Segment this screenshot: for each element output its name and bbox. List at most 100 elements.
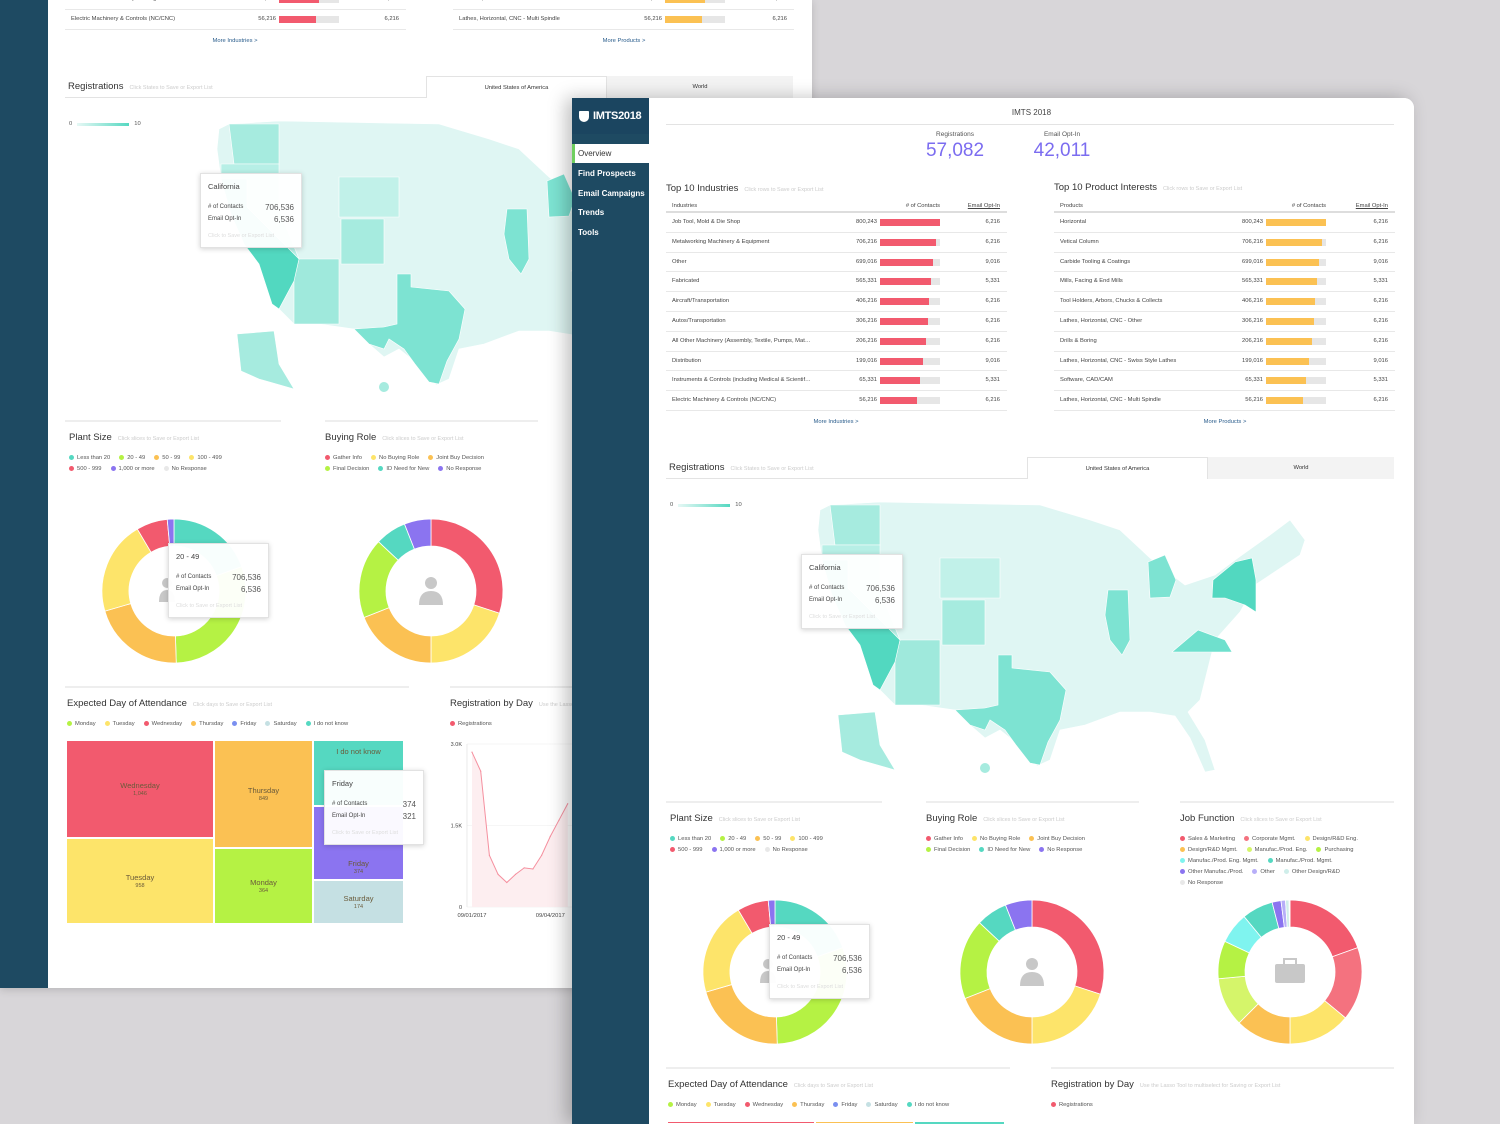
state-illinois[interactable] [1104, 589, 1131, 656]
data-point[interactable] [514, 873, 517, 875]
tooltip-action[interactable]: Click to Save or Export List [176, 603, 243, 609]
legend-item[interactable]: 100 - 499 [189, 453, 222, 464]
legend-item[interactable]: Tuesday [705, 1100, 736, 1111]
table-row[interactable]: Metalworking Machinery & Equipment 706,2… [666, 233, 1007, 253]
nav-trends[interactable]: Trends [578, 208, 605, 217]
treemap-cell[interactable]: Wednesday 1,046 [66, 740, 214, 838]
state-hawaii[interactable] [980, 763, 990, 773]
table-row[interactable]: Mills, Facing & End Mills 565,331 5,331 [1054, 272, 1395, 293]
legend-item[interactable]: Wednesday [744, 1100, 783, 1111]
table-row[interactable]: Tool Holders, Arbors, Chucks & Collects … [1054, 292, 1395, 312]
more-products-link[interactable]: More Products > [1203, 419, 1247, 425]
legend-item[interactable]: 1,000 or more [711, 845, 756, 856]
table-row[interactable]: Aircraft/Transportation 406,216 6,216 [666, 292, 1007, 312]
job-function-donut[interactable] [1217, 899, 1363, 1045]
table-row[interactable]: Job Tool, Mold & Die Shop 800,243 6,216 [666, 213, 1007, 233]
legend-item[interactable]: Joint Buy Decision [428, 453, 484, 464]
table-row[interactable]: Instruments & Controls (including Medica… [666, 371, 1007, 392]
legend-item[interactable]: 1,000 or more [110, 464, 155, 475]
table-row[interactable]: Drills & Boring 206,216 6,216 [1054, 332, 1395, 352]
data-point[interactable] [480, 770, 482, 772]
data-point[interactable] [532, 868, 534, 870]
more-industries-link[interactable]: More Industries > [212, 38, 258, 44]
state-arizona[interactable] [293, 258, 340, 325]
donut-slice[interactable] [1288, 899, 1291, 928]
tab-world[interactable]: World [607, 76, 793, 98]
state-wyoming[interactable] [939, 557, 1001, 599]
legend-item[interactable]: Manufac./Prod. Eng. Mgmt. [1180, 856, 1259, 867]
legend-item[interactable]: Less than 20 [69, 453, 110, 464]
state-colorado[interactable] [340, 218, 385, 265]
data-point[interactable] [523, 867, 525, 869]
legend-item[interactable]: No Response [438, 464, 481, 475]
legend-item[interactable]: Gather Info [325, 453, 362, 464]
table-row[interactable]: Software, CAD/CAM 65,331 5,331 [1054, 371, 1395, 392]
tooltip-action[interactable]: Click to Save or Export List [208, 233, 275, 239]
tooltip-action[interactable]: Click to Save or Export List [809, 614, 876, 620]
nav-find-prospects[interactable]: Find Prospects [578, 169, 636, 178]
data-point[interactable] [549, 835, 551, 837]
donut-slice[interactable] [104, 603, 177, 664]
treemap-cell[interactable]: Monday 364 [214, 848, 313, 924]
donut-slice[interactable] [101, 528, 152, 612]
legend-item[interactable]: ID Need for New [979, 845, 1030, 856]
table-row[interactable]: Lathes, Horizontal, CNC - Multi Spindle … [453, 10, 794, 30]
legend-item[interactable]: 500 - 999 [670, 845, 703, 856]
header-contacts[interactable]: # of Contacts [1291, 203, 1326, 209]
legend-item[interactable]: Design/R&D Mgmt. [1180, 845, 1238, 856]
donut-slice[interactable] [964, 988, 1033, 1045]
donut-slice[interactable] [702, 909, 753, 993]
legend-item[interactable]: Monday [668, 1100, 697, 1111]
legend-item[interactable]: Other Design/R&D [1283, 867, 1340, 878]
treemap-cell[interactable]: Saturday 174 [313, 880, 404, 924]
state-wyoming[interactable] [338, 176, 400, 218]
legend-item[interactable]: Joint Buy Decision [1029, 834, 1085, 845]
tooltip-action[interactable]: Click to Save or Export List [332, 830, 399, 836]
buying-role-donut[interactable] [959, 899, 1105, 1045]
header-optin[interactable]: Email Opt-In [967, 203, 1000, 209]
data-point[interactable] [488, 854, 491, 856]
state-texas[interactable] [353, 273, 466, 385]
legend-item[interactable]: Less than 20 [670, 834, 711, 845]
state-new-york[interactable] [1211, 557, 1257, 613]
state-arizona[interactable] [894, 639, 941, 706]
table-row[interactable]: Software, CAD/CAM 65,331 5,331 [453, 0, 794, 11]
legend-item[interactable]: Design/R&D Eng. [1304, 834, 1358, 845]
legend-item[interactable]: No Response [163, 464, 207, 475]
table-row[interactable]: Lathes, Horizontal, CNC - Multi Spindle … [1054, 391, 1395, 411]
state-washington[interactable] [829, 504, 881, 546]
legend-item[interactable]: Saturday [866, 1100, 898, 1111]
treemap-cell[interactable]: Tuesday 958 [66, 838, 214, 924]
legend-item[interactable]: 20 - 49 [119, 453, 145, 464]
us-map[interactable] [797, 496, 1317, 786]
data-point[interactable] [471, 751, 473, 753]
nav-email-campaigns[interactable]: Email Campaigns [578, 189, 645, 198]
tab-world[interactable]: World [1208, 457, 1394, 479]
legend-item[interactable]: Final Decision [325, 464, 369, 475]
data-point[interactable] [506, 881, 508, 884]
state-washington[interactable] [228, 123, 280, 165]
buying-role-donut[interactable] [358, 518, 504, 664]
donut-slice[interactable] [1031, 985, 1101, 1045]
legend-item[interactable]: Other Manufac./Prod. [1180, 867, 1243, 878]
more-industries-link[interactable]: More Industries > [813, 419, 859, 425]
data-point[interactable] [541, 854, 543, 856]
legend-item[interactable]: Tuesday [104, 719, 135, 730]
data-point[interactable] [497, 873, 499, 875]
legend-item[interactable]: Thursday [191, 719, 223, 730]
legend-item[interactable]: Corporate Mgmt. [1244, 834, 1296, 845]
donut-slice[interactable] [363, 607, 432, 664]
table-row[interactable]: Horizontal 800,243 6,216 [1054, 213, 1395, 233]
legend-item[interactable]: Wednesday [143, 719, 182, 730]
legend-item[interactable]: No Buying Role [972, 834, 1020, 845]
donut-slice[interactable] [430, 604, 500, 664]
state-texas[interactable] [954, 654, 1067, 766]
legend-item[interactable]: Thursday [792, 1100, 824, 1111]
donut-slice[interactable] [705, 984, 778, 1045]
legend-item[interactable]: Purchasing [1316, 845, 1353, 856]
legend-item[interactable]: Manufac./Prod. Eng. [1246, 845, 1307, 856]
table-row[interactable]: Lathes, Horizontal, CNC - Other 306,216 … [1054, 312, 1395, 332]
legend-item[interactable]: 500 - 999 [69, 464, 102, 475]
legend-item[interactable]: Final Decision [926, 845, 970, 856]
legend-item[interactable]: I do not know [305, 719, 348, 730]
